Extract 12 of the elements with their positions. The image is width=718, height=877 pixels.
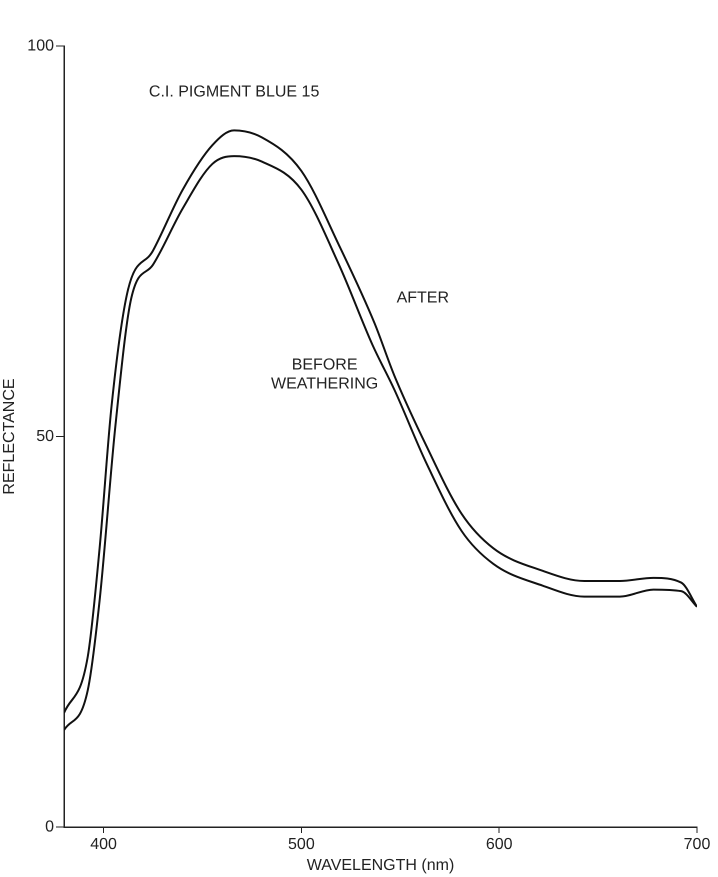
x-tick-label: 600	[486, 836, 513, 854]
y-axis-title: REFLECTANCE	[1, 378, 18, 495]
y-tick-label: 50	[36, 428, 54, 445]
series-label: BEFORE WEATHERING	[270, 356, 378, 393]
series-label: AFTER	[396, 290, 450, 307]
x-tick-label: 400	[90, 836, 118, 854]
x-tick-label: 700	[684, 836, 710, 854]
x-tick-label: 500	[288, 836, 315, 854]
y-tick-label: 0	[45, 818, 54, 836]
x-axis-title: WAVELENGTH (nm)	[306, 856, 454, 874]
y-tick-label: 100	[27, 37, 54, 54]
text: C.I. PIGMENT BLUE 15	[148, 83, 320, 100]
